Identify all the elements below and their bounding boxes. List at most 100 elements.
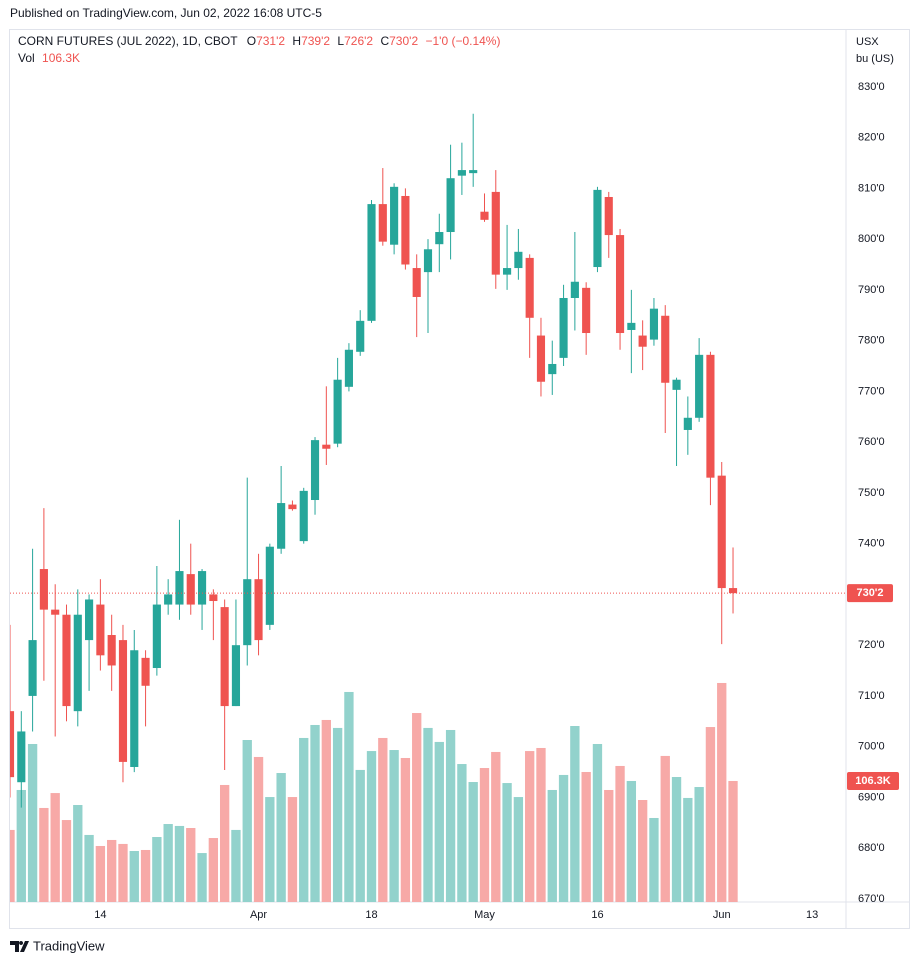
y-tick-label: 740'0 <box>858 538 885 550</box>
candle-body <box>17 731 26 783</box>
volume-pane <box>10 682 738 902</box>
volume-bar <box>332 727 343 902</box>
volume-bar <box>412 713 422 902</box>
candle-body <box>457 170 466 176</box>
volume-bar <box>717 682 727 902</box>
volume-bar <box>423 727 433 902</box>
candle-body <box>322 444 331 449</box>
candle-body <box>333 379 342 444</box>
candle-body <box>118 640 128 762</box>
brand: TradingView <box>33 938 105 953</box>
volume-bar <box>276 773 286 902</box>
volume-bar <box>604 789 614 902</box>
ohlc-key: C <box>380 34 389 48</box>
y-tick-label: 780'0 <box>858 335 885 347</box>
volume-bar <box>219 784 230 902</box>
candle-body <box>649 308 659 340</box>
price-pane <box>10 113 846 808</box>
volume-bar <box>50 793 60 902</box>
symbol-title: CORN FUTURES (JUL 2022), 1D, CBOT <box>18 34 238 48</box>
candle-body <box>231 645 241 707</box>
candle-body <box>401 195 410 265</box>
volume-bar <box>129 851 139 902</box>
candle-body <box>615 235 625 334</box>
volume-bar <box>186 828 196 902</box>
volume-bar <box>445 729 456 902</box>
y-tick-label: 810'0 <box>858 182 885 194</box>
logo-icon <box>10 941 29 952</box>
candle-body <box>559 297 568 358</box>
chart-frame <box>9 29 910 929</box>
x-tick-label: 13 <box>806 909 818 921</box>
volume-bar <box>344 691 354 902</box>
candle-body <box>582 287 591 334</box>
candle-body <box>10 711 15 778</box>
volume-bar <box>649 817 659 902</box>
candle-body <box>525 257 534 318</box>
candle-body <box>197 571 207 605</box>
volume-bar <box>118 843 128 902</box>
volume-bar <box>513 797 524 902</box>
volume-bar <box>107 839 117 902</box>
candle-body <box>672 379 681 390</box>
x-tick-label: 16 <box>591 909 603 921</box>
volume-bar <box>479 768 490 902</box>
legend-line: CORN FUTURES (JUL 2022), 1D, CBOT O731'2… <box>18 34 500 48</box>
candle-body <box>265 546 274 625</box>
candle-body <box>243 579 252 646</box>
volume-bar <box>265 797 275 902</box>
last-price-label: 730'2 <box>856 587 883 599</box>
candle-body <box>570 281 579 298</box>
x-tick-label: May <box>474 909 495 921</box>
volume-bar <box>558 774 569 902</box>
candle-body <box>469 170 478 174</box>
candle-body <box>717 475 726 589</box>
volume-bar <box>615 765 625 902</box>
candle-body <box>706 354 715 478</box>
volume-legend: Vol 106.3K <box>18 51 80 65</box>
volume-bar <box>10 829 15 902</box>
ohlc-value: 739'2 <box>301 34 330 48</box>
volume-bar <box>400 757 411 902</box>
candle-body <box>220 607 229 707</box>
candle-body <box>186 574 195 605</box>
y-tick-label: 790'0 <box>858 284 885 296</box>
volume-bar <box>84 834 94 902</box>
unit: bu (US) <box>856 53 894 65</box>
volume-bar <box>637 800 648 902</box>
candle-body <box>536 335 546 382</box>
volume-tag-label: 106.3K <box>855 775 891 787</box>
x-tick-label: 14 <box>94 909 106 921</box>
candle-body <box>356 320 365 352</box>
candle-body <box>277 503 286 549</box>
candle-body <box>435 232 444 245</box>
candle-body <box>310 440 320 501</box>
change: −1'0 (−0.14%) <box>425 34 500 48</box>
candle-body <box>593 189 602 268</box>
candle-body <box>548 363 557 375</box>
x-tick-label: Apr <box>250 909 267 921</box>
volume-bar <box>242 740 252 902</box>
candle-body <box>175 571 184 605</box>
volume-bar <box>16 789 26 902</box>
volume-bar <box>253 756 264 902</box>
candle-body <box>638 335 647 347</box>
candle-body <box>378 204 387 242</box>
candle-body <box>514 251 523 269</box>
volume-bar <box>626 780 637 902</box>
volume-bar <box>310 724 320 902</box>
volume-bar <box>208 838 219 902</box>
volume-bar <box>163 824 173 902</box>
candle-body <box>683 417 692 430</box>
volume-bar <box>299 737 309 902</box>
last-price-tag <box>847 584 893 603</box>
volume-bar <box>73 805 83 902</box>
candle-body <box>254 579 263 641</box>
volume-bar <box>197 853 207 902</box>
candle-body <box>627 322 636 330</box>
volume-bar <box>683 797 693 902</box>
volume-bar <box>355 769 365 902</box>
candle-body <box>604 196 613 236</box>
candle-body <box>390 186 399 245</box>
y-tick-label: 680'0 <box>858 842 885 854</box>
